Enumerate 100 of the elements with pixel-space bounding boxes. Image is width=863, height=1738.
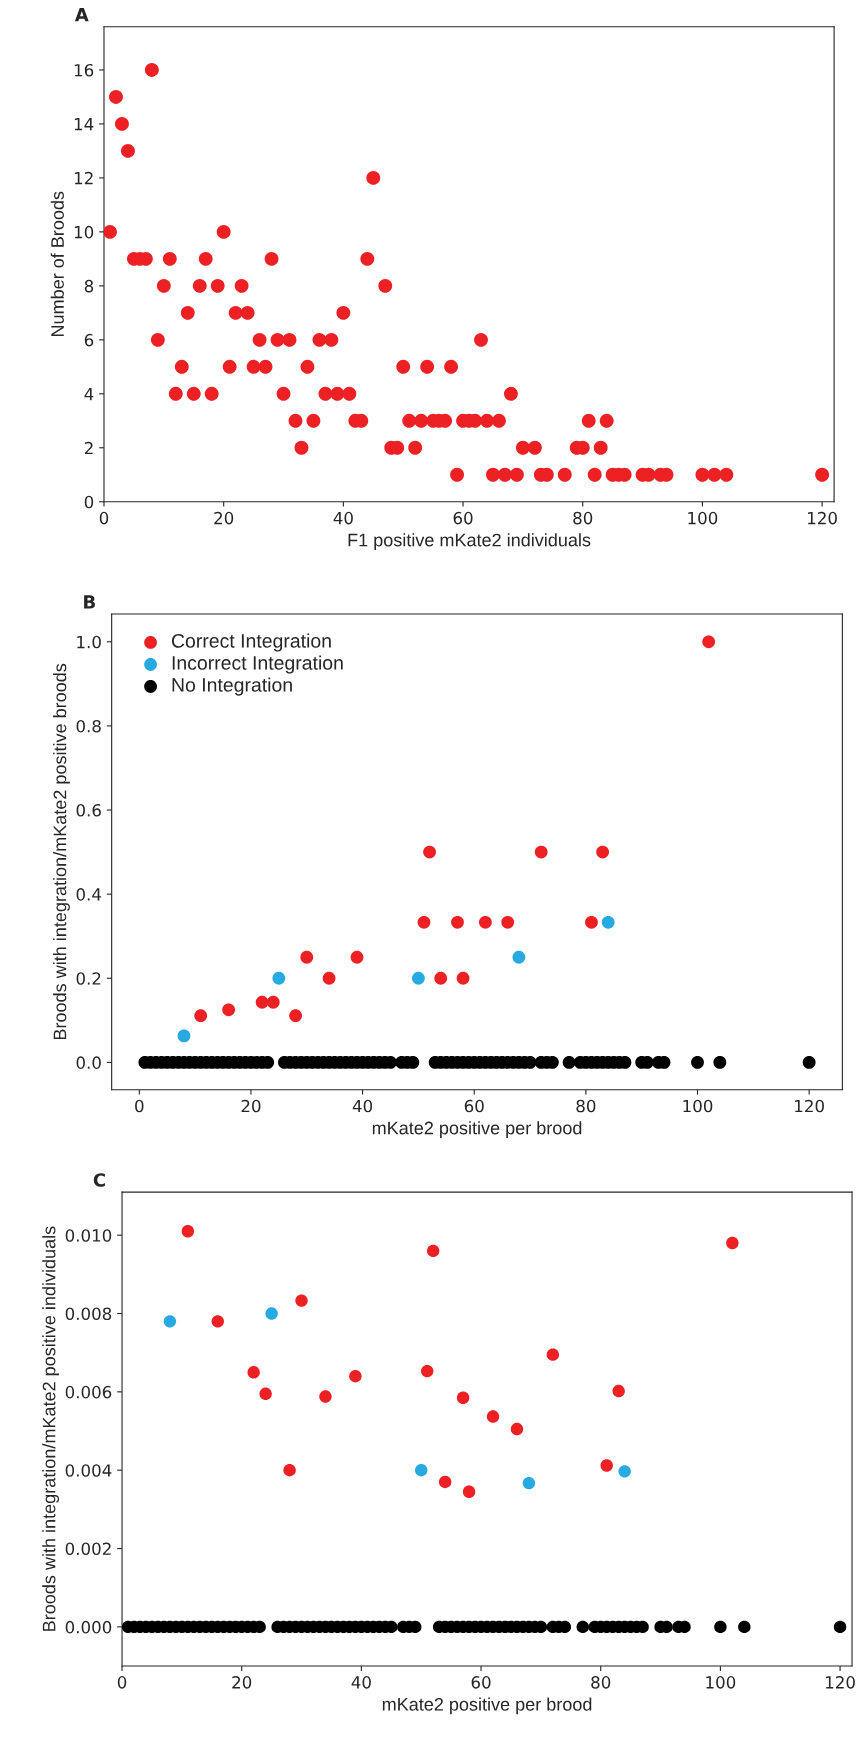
- point: [600, 1459, 613, 1472]
- x-axis-title: mKate2 positive per brood: [372, 1121, 582, 1138]
- x-tick-label: 100: [683, 1099, 713, 1113]
- point: [534, 845, 548, 859]
- point: [211, 1315, 224, 1328]
- x-tick-label: 120: [826, 1676, 855, 1689]
- point: [415, 1463, 428, 1477]
- point: [265, 1307, 278, 1320]
- point: [420, 1364, 434, 1378]
- y-tick-label: 8: [84, 279, 94, 293]
- point: [456, 971, 470, 985]
- point: [222, 1003, 236, 1017]
- point: [163, 1315, 177, 1328]
- point: [702, 635, 716, 649]
- x-tick-label: 120: [808, 511, 837, 525]
- x-tick-label: 80: [573, 511, 593, 525]
- x-tick-label: 60: [464, 1099, 484, 1113]
- point: [512, 950, 526, 964]
- x-tick-label: 100: [706, 1676, 736, 1689]
- x-tick-label: 40: [351, 1676, 371, 1689]
- y-tick-label: 0.002: [65, 1542, 111, 1556]
- y-tick-label: 0.6: [76, 803, 101, 817]
- point: [295, 1294, 308, 1307]
- x-tick-label: 0: [117, 1676, 127, 1689]
- x-tick-label: 60: [453, 511, 473, 525]
- x-tick-label: 20: [232, 1676, 252, 1689]
- point: [259, 1387, 272, 1401]
- point: [412, 971, 425, 985]
- y-axis-title: Number of Broods: [50, 191, 64, 337]
- y-tick-label: 0: [84, 495, 94, 509]
- point: [438, 1475, 452, 1489]
- y-tick-label: 0.010: [65, 1229, 112, 1242]
- point: [486, 1410, 500, 1423]
- point: [501, 915, 515, 929]
- y-tick-label: 0.4: [76, 888, 102, 901]
- point: [283, 1463, 296, 1477]
- legend-label: Incorrect Integration: [172, 655, 343, 674]
- point: [349, 1369, 362, 1383]
- chart-title: A: [74, 8, 89, 22]
- y-tick-label: 14: [74, 118, 94, 131]
- point: [417, 915, 431, 929]
- point: [612, 1384, 625, 1398]
- point: [434, 971, 448, 985]
- x-axis-title: mKate2 positive per brood: [382, 1697, 592, 1715]
- point: [319, 1390, 332, 1403]
- point: [194, 1009, 208, 1023]
- y-tick-label: 0.0: [76, 1056, 101, 1069]
- y-axis-title: Broods with integration/mKate2 positive broods: [53, 663, 70, 1040]
- point: [322, 971, 336, 985]
- point: [456, 1391, 470, 1404]
- x-tick-label: 40: [333, 511, 353, 525]
- point: [726, 1236, 739, 1250]
- point: [272, 971, 286, 985]
- point: [289, 1009, 303, 1023]
- y-tick-label: 0.006: [65, 1385, 112, 1399]
- point: [546, 1348, 560, 1361]
- point: [601, 915, 615, 929]
- y-tick-label: 2: [84, 441, 93, 455]
- point: [596, 845, 610, 859]
- point: [510, 1422, 524, 1436]
- point: [266, 995, 280, 1009]
- point: [478, 915, 492, 929]
- y-tick-label: 12: [74, 171, 93, 185]
- point: [522, 1476, 536, 1490]
- y-tick-label: 0.004: [65, 1464, 112, 1477]
- y-tick-label: 0.000: [65, 1620, 112, 1634]
- point: [300, 950, 314, 964]
- y-tick-label: 4: [84, 387, 94, 401]
- y-tick-label: 0.8: [76, 719, 101, 733]
- chart-title: B: [84, 595, 95, 609]
- y-tick-label: 10: [74, 225, 94, 239]
- y-tick-label: 1.0: [77, 635, 101, 649]
- legend-label: Correct Integration: [171, 633, 331, 652]
- point: [350, 950, 364, 964]
- x-tick-label: 80: [591, 1676, 611, 1689]
- point: [177, 1029, 191, 1043]
- point: [181, 1225, 195, 1238]
- point: [255, 995, 269, 1009]
- x-tick-label: 0: [135, 1099, 144, 1113]
- x-tick-label: 40: [352, 1099, 373, 1113]
- x-tick-label: 60: [471, 1676, 491, 1689]
- y-tick-label: 0.2: [76, 972, 101, 985]
- x-tick-label: 20: [214, 511, 234, 525]
- y-axis-title: Broods with integration/mKate2 positive individuals: [42, 1226, 60, 1631]
- legend-label: No Integration: [172, 677, 292, 696]
- point: [423, 845, 436, 859]
- point: [451, 915, 464, 929]
- y-tick-label: 0.008: [65, 1307, 112, 1321]
- x-tick-label: 20: [241, 1099, 261, 1113]
- y-tick-label: 6: [84, 333, 94, 347]
- x-axis-title: F1 positive mKate2 individuals: [348, 533, 591, 550]
- point: [585, 915, 598, 929]
- x-tick-label: 120: [795, 1099, 824, 1113]
- point: [247, 1366, 260, 1379]
- point: [462, 1485, 476, 1498]
- point: [618, 1465, 631, 1478]
- x-tick-label: 100: [688, 511, 718, 525]
- chart-title: C: [93, 1173, 105, 1187]
- y-tick-label: 16: [74, 63, 94, 77]
- point: [426, 1244, 440, 1258]
